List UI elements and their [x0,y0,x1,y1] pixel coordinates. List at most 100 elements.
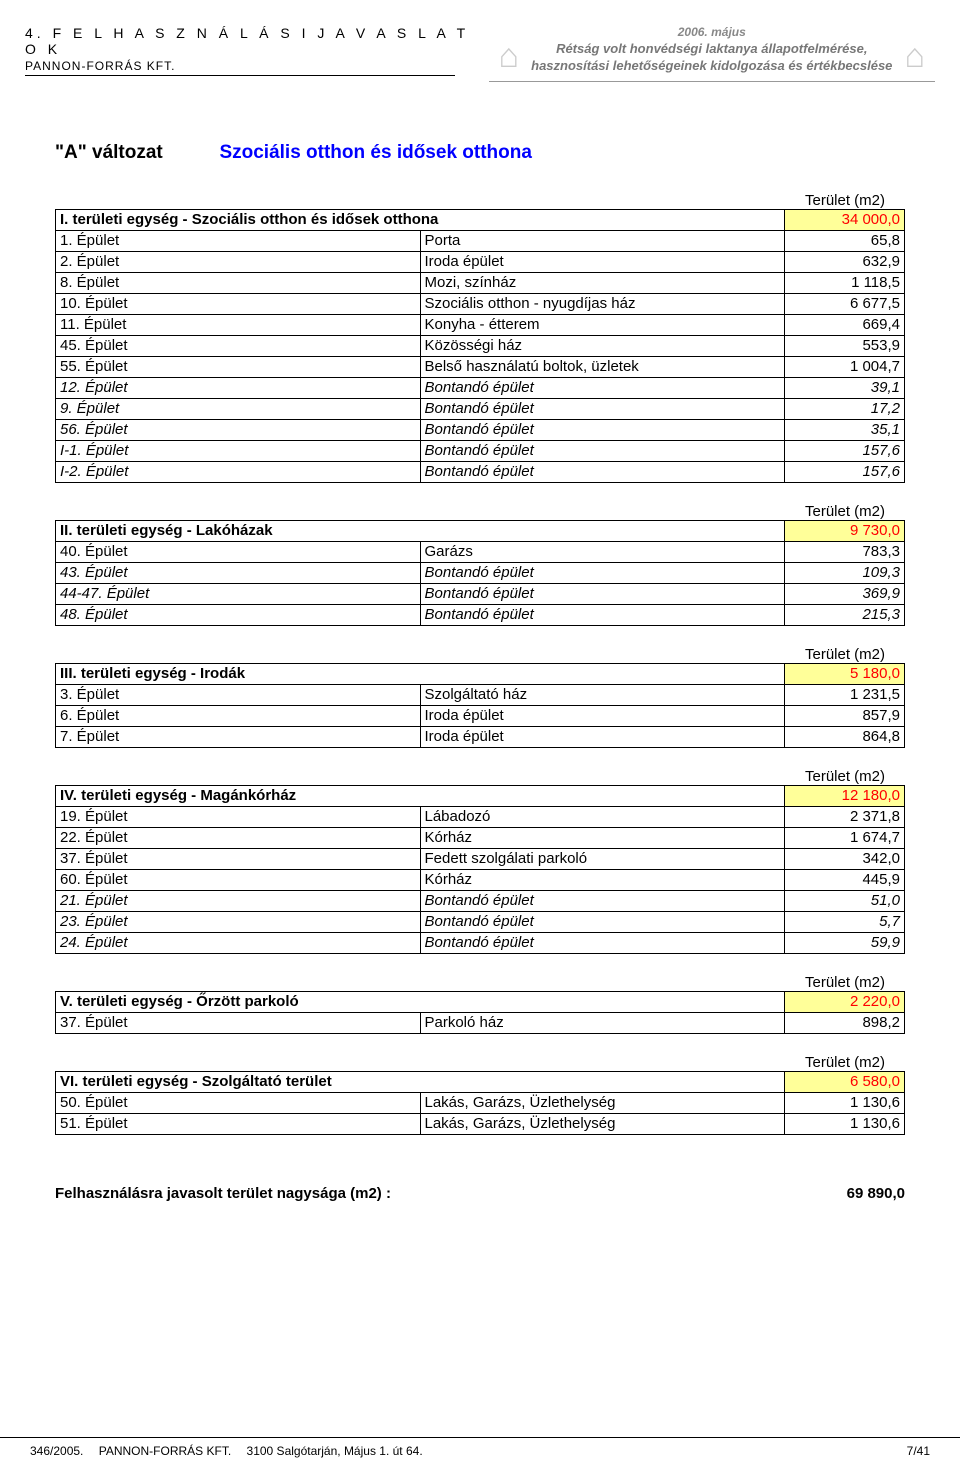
sections-container: Terület (m2)I. területi egység - Szociál… [55,192,905,1135]
row-id: 3. Épület [56,684,421,705]
row-id: 44-47. Épület [56,583,421,604]
row-id: I-1. Épület [56,440,421,461]
table-row: 37. ÉpületParkoló ház898,2 [56,1012,905,1033]
row-id: 45. Épület [56,335,421,356]
section-title-row: I. területi egység - Szociális otthon és… [56,209,905,230]
area-header-wrap: Terület (m2) [55,503,905,520]
section-title: VI. területi egység - Szolgáltató terüle… [56,1071,785,1092]
row-id: 51. Épület [56,1113,421,1134]
row-id: 19. Épület [56,806,421,827]
section-title: II. területi egység - Lakóházak [56,520,785,541]
section-title-row: IV. területi egység - Magánkórház12 180,… [56,785,905,806]
row-id: 1. Épület [56,230,421,251]
table-row: 60. ÉpületKórház445,9 [56,869,905,890]
section-title: I. területi egység - Szociális otthon és… [56,209,785,230]
row-desc: Bontandó épület [420,604,785,625]
row-value: 342,0 [785,848,905,869]
table-row: 11. ÉpületKonyha - étterem669,4 [56,314,905,335]
area-header-wrap: Terület (m2) [55,768,905,785]
section-total: 6 580,0 [785,1071,905,1092]
title-row: "A" változat Szociális otthon és idősek … [55,142,905,164]
row-value: 65,8 [785,230,905,251]
row-id: 21. Épület [56,890,421,911]
row-value: 553,9 [785,335,905,356]
section-table: V. területi egység - Őrzött parkoló2 220… [55,991,905,1034]
doc-desc-2: hasznosítási lehetőségeinek kidolgozása … [489,58,935,75]
row-desc: Bontandó épület [420,890,785,911]
table-row: 2. ÉpületIroda épület632,9 [56,251,905,272]
row-desc: Parkoló ház [420,1012,785,1033]
table-row: 1. ÉpületPorta65,8 [56,230,905,251]
row-value: 2 371,8 [785,806,905,827]
row-desc: Mozi, színház [420,272,785,293]
section-title: III. területi egység - Irodák [56,663,785,684]
section-total: 2 220,0 [785,991,905,1012]
row-desc: Iroda épület [420,726,785,747]
section-title-row: VI. területi egység - Szolgáltató terüle… [56,1071,905,1092]
page-header: 4. F E L H A S Z N Á L Á S I J A V A S L… [0,0,960,82]
doc-desc-1: Rétság volt honvédségi laktanya állapotf… [489,41,935,58]
row-id: 8. Épület [56,272,421,293]
row-desc: Kórház [420,827,785,848]
table-row: I-1. ÉpületBontandó épület157,6 [56,440,905,461]
row-desc: Porta [420,230,785,251]
area-header-label: Terület (m2) [785,974,905,991]
row-desc: Iroda épület [420,705,785,726]
row-value: 1 674,7 [785,827,905,848]
row-desc: Bontandó épület [420,932,785,953]
row-value: 157,6 [785,461,905,482]
header-right: ⌂ ⌂ 2006. május Rétság volt honvédségi l… [489,25,935,82]
row-id: 50. Épület [56,1092,421,1113]
row-value: 35,1 [785,419,905,440]
row-desc: Belső használatú boltok, üzletek [420,356,785,377]
section-total: 12 180,0 [785,785,905,806]
row-value: 1 130,6 [785,1092,905,1113]
section-total: 9 730,0 [785,520,905,541]
table-row: 24. ÉpületBontandó épület59,9 [56,932,905,953]
section-table: VI. területi egység - Szolgáltató terüle… [55,1071,905,1135]
row-value: 109,3 [785,562,905,583]
row-id: 37. Épület [56,848,421,869]
footer-page: 7/41 [907,1444,930,1458]
section-total: 34 000,0 [785,209,905,230]
area-header-wrap: Terület (m2) [55,646,905,663]
area-header-label: Terület (m2) [785,768,905,785]
section-table: I. területi egység - Szociális otthon és… [55,209,905,483]
footer-address: 3100 Salgótarján, Május 1. út 64. [247,1444,423,1458]
row-id: 23. Épület [56,911,421,932]
table-row: 51. ÉpületLakás, Garázs, Üzlethelység1 1… [56,1113,905,1134]
table-row: 40. ÉpületGarázs783,3 [56,541,905,562]
section-table: II. területi egység - Lakóházak9 730,040… [55,520,905,626]
row-id: 37. Épület [56,1012,421,1033]
header-underline [25,75,455,76]
table-row: 19. ÉpületLábadozó2 371,8 [56,806,905,827]
table-row: 12. ÉpületBontandó épület39,1 [56,377,905,398]
row-desc: Garázs [420,541,785,562]
row-value: 51,0 [785,890,905,911]
table-row: 23. ÉpületBontandó épület5,7 [56,911,905,932]
row-desc: Bontandó épület [420,562,785,583]
row-desc: Lábadozó [420,806,785,827]
table-row: 21. ÉpületBontandó épület51,0 [56,890,905,911]
area-header-wrap: Terület (m2) [55,192,905,209]
area-header-wrap: Terület (m2) [55,974,905,991]
area-header-wrap: Terület (m2) [55,1054,905,1071]
row-value: 864,8 [785,726,905,747]
row-value: 1 231,5 [785,684,905,705]
section-table: IV. területi egység - Magánkórház12 180,… [55,785,905,954]
section: Terület (m2)I. területi egység - Szociál… [55,192,905,483]
row-value: 632,9 [785,251,905,272]
table-row: 44-47. ÉpületBontandó épület369,9 [56,583,905,604]
row-value: 39,1 [785,377,905,398]
section-title: IV. területi egység - Magánkórház [56,785,785,806]
section-title-row: III. területi egység - Irodák5 180,0 [56,663,905,684]
row-id: 60. Épület [56,869,421,890]
area-header-label: Terület (m2) [785,1054,905,1071]
grand-total-value: 69 890,0 [847,1185,905,1202]
row-desc: Közösségi ház [420,335,785,356]
footer-ref: 346/2005. [30,1444,83,1458]
row-desc: Bontandó épület [420,419,785,440]
section: Terület (m2)II. területi egység - Lakóhá… [55,503,905,626]
table-row: 56. ÉpületBontandó épület35,1 [56,419,905,440]
doc-date: 2006. május [489,25,935,39]
